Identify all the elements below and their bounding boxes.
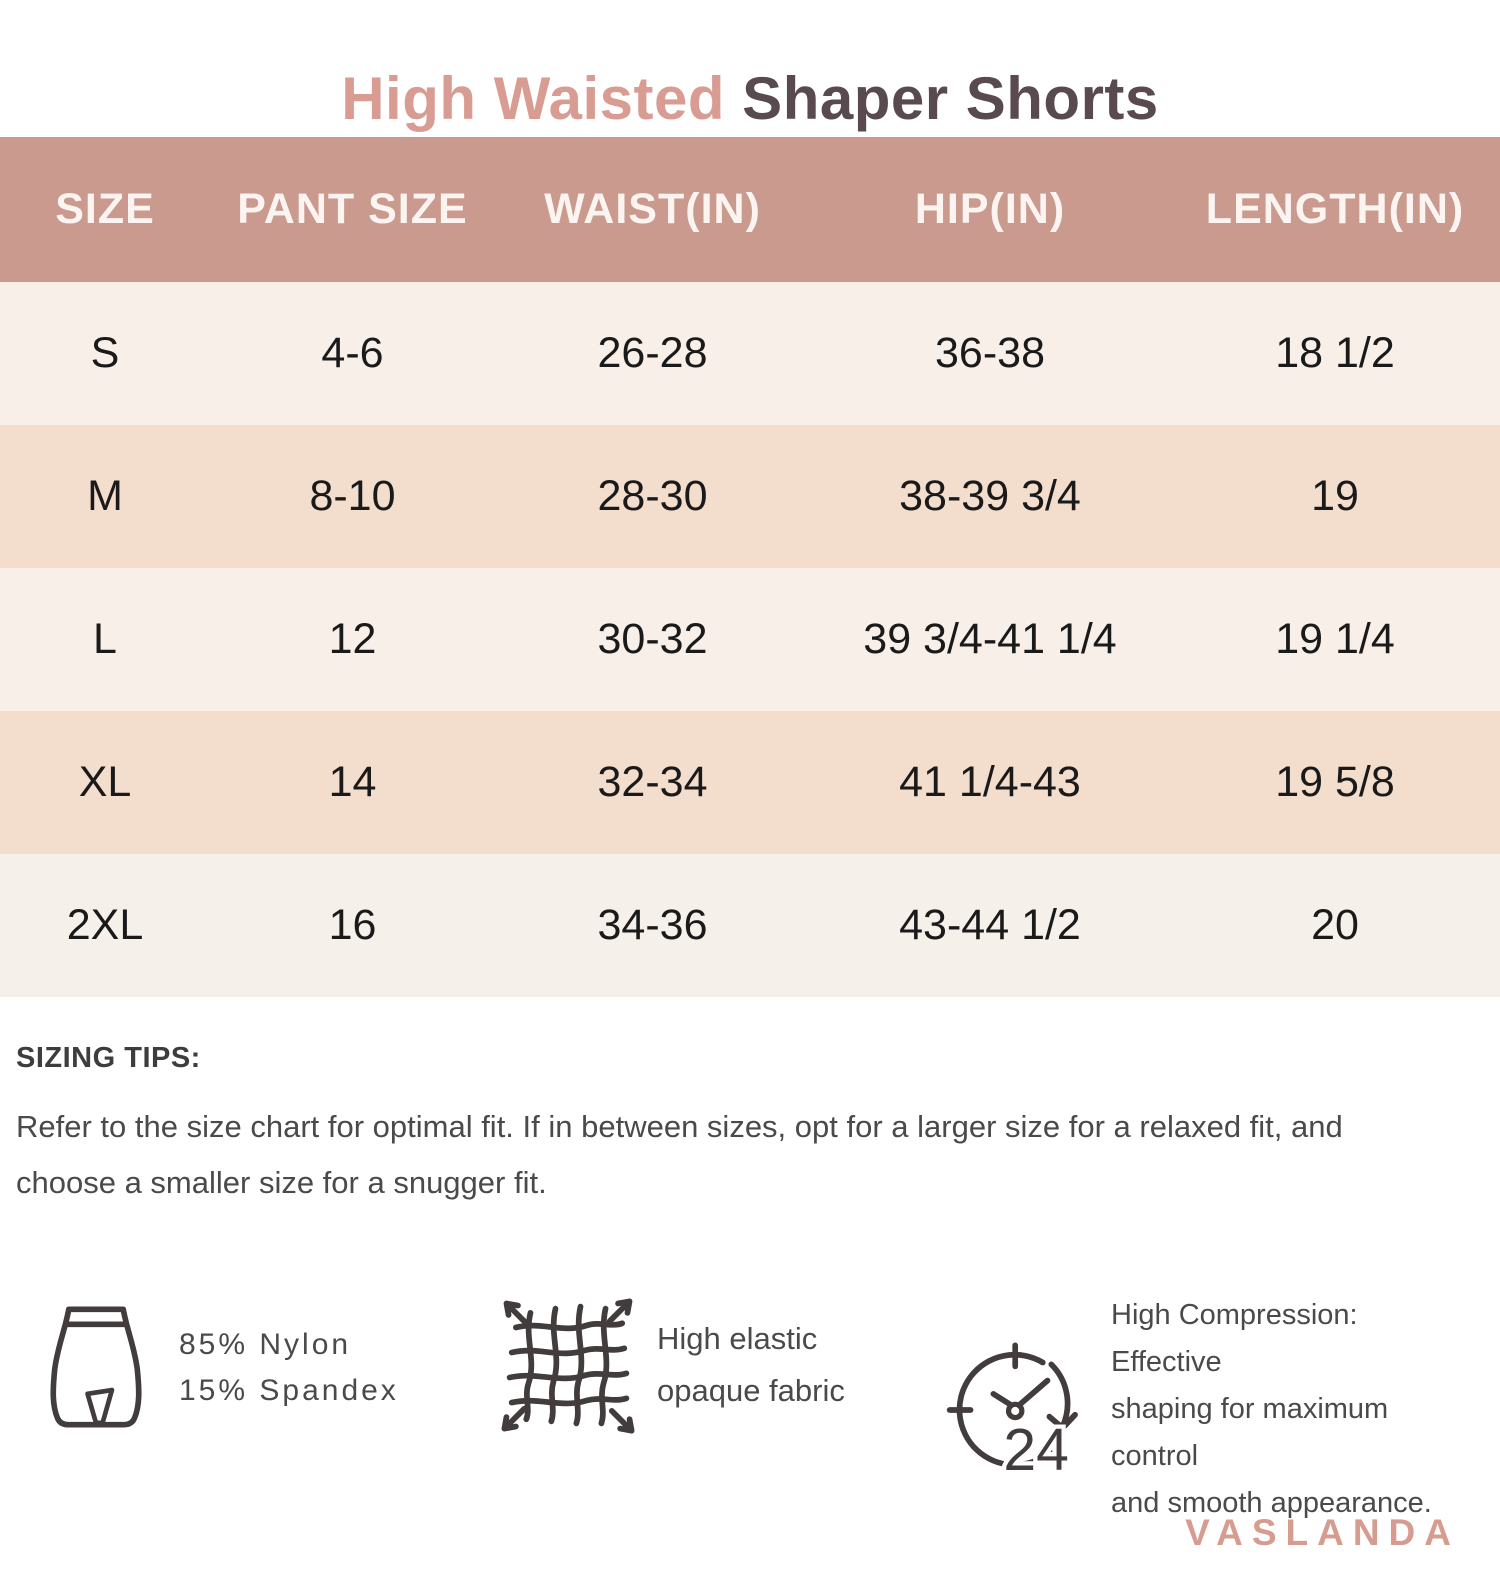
clock-24-badge: 24 <box>1003 1417 1069 1482</box>
elastic-fabric-text: High elastic opaque fabric <box>657 1321 845 1408</box>
feature-row: 85% Nylon 15% Spandex High elastic opaqu… <box>0 1292 1500 1519</box>
cell-hip: 41 1/4-43 <box>899 758 1081 806</box>
table-row-s: S 4-6 26-28 36-38 18 1/2 <box>0 282 1500 425</box>
cell-length: 19 <box>1311 472 1359 520</box>
cell-size: XL <box>78 758 132 806</box>
cell-waist: 32-34 <box>597 758 708 806</box>
cell-hip: 36-38 <box>935 329 1045 377</box>
cell-length: 18 1/2 <box>1275 329 1395 377</box>
clock-24-icon: 24 <box>946 1342 1078 1484</box>
compression-text: High Compression: Effective shaping for … <box>1111 1299 1432 1519</box>
table-header-row: SIZE PANT SIZE WAIST(IN) HIP(IN) LENGTH(… <box>0 137 1500 282</box>
column-header-pant: PANT SIZE <box>237 185 468 233</box>
cell-hip: 43-44 1/2 <box>899 901 1081 949</box>
shorts-icon <box>50 1306 142 1428</box>
table-row-2xl: 2XL 16 34-36 43-44 1/2 20 <box>0 854 1500 997</box>
cell-pant: 4-6 <box>321 329 384 377</box>
cell-length: 20 <box>1311 901 1359 949</box>
compression-feature: 24 High Compression: Effective shaping f… <box>943 1292 1471 1527</box>
cell-length: 19 1/4 <box>1275 615 1395 663</box>
cell-pant: 14 <box>328 758 377 806</box>
cell-size: 2XL <box>66 901 144 949</box>
cell-pant: 12 <box>328 615 377 663</box>
cell-waist: 26-28 <box>597 329 708 377</box>
column-header-hip: HIP(IN) <box>914 185 1066 233</box>
page-title: High Waisted Shaper Shorts <box>0 64 1500 133</box>
cell-hip: 39 3/4-41 1/4 <box>863 615 1117 663</box>
table-row-xl: XL 14 32-34 41 1/4-43 19 5/8 <box>0 711 1500 854</box>
brand-logo: VASLANDA <box>1185 1512 1460 1553</box>
table-row-l: L 12 30-32 39 3/4-41 1/4 19 1/4 <box>0 568 1500 711</box>
cell-size: S <box>90 329 120 377</box>
cell-size: L <box>93 615 117 663</box>
page-title-accent: High Waisted <box>341 65 743 133</box>
page-title-rest: Shaper Shorts <box>742 65 1159 133</box>
sizing-tips-body: Refer to the size chart for optimal fit.… <box>16 1109 1343 1200</box>
fabric-content-feature: 85% Nylon 15% Spandex <box>35 1300 399 1435</box>
size-chart-table: SIZE PANT SIZE WAIST(IN) HIP(IN) LENGTH(… <box>0 137 1500 997</box>
cell-hip: 38-39 3/4 <box>899 472 1081 520</box>
stretch-fabric-icon <box>501 1298 635 1434</box>
table-row-m: M 8-10 28-30 38-39 3/4 19 <box>0 425 1500 568</box>
cell-pant: 16 <box>328 901 377 949</box>
sizing-tips-heading: SIZING TIPS: <box>16 1042 201 1074</box>
column-header-size: SIZE <box>55 185 155 233</box>
column-header-waist: WAIST(IN) <box>544 185 761 233</box>
cell-pant: 8-10 <box>309 472 396 520</box>
sizing-tips-section: SIZING TIPS: Refer to the size chart for… <box>16 1042 1480 1211</box>
cell-waist: 30-32 <box>597 615 708 663</box>
cell-waist: 28-30 <box>597 472 708 520</box>
cell-size: M <box>87 472 123 520</box>
column-header-length: LENGTH(IN) <box>1205 185 1465 233</box>
fabric-content-text: 85% Nylon 15% Spandex <box>179 1327 399 1407</box>
cell-waist: 34-36 <box>597 901 708 949</box>
elastic-fabric-feature: High elastic opaque fabric <box>495 1292 845 1438</box>
cell-length: 19 5/8 <box>1275 758 1395 806</box>
